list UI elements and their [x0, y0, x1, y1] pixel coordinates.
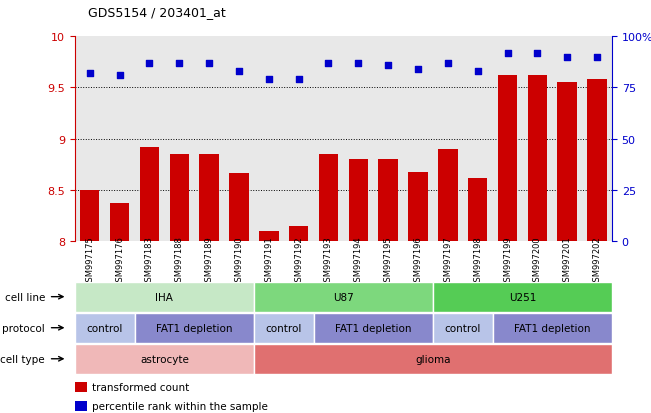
Bar: [408, 172, 428, 242]
Text: GSM997191: GSM997191: [264, 236, 273, 287]
Text: GSM997188: GSM997188: [175, 236, 184, 287]
Point: [294, 77, 304, 83]
Bar: [289, 226, 309, 242]
Point: [204, 60, 214, 67]
Text: glioma: glioma: [415, 354, 450, 364]
Bar: [498, 76, 517, 242]
Bar: [254, 313, 314, 343]
Text: GSM997199: GSM997199: [503, 236, 512, 287]
Text: GSM997189: GSM997189: [204, 236, 214, 287]
Point: [234, 69, 244, 75]
Text: GSM997195: GSM997195: [383, 236, 393, 287]
Bar: [468, 178, 488, 242]
Text: cell line: cell line: [5, 292, 45, 302]
Text: GSM997190: GSM997190: [234, 236, 243, 287]
Text: IHA: IHA: [156, 292, 173, 302]
Bar: [557, 83, 577, 242]
Point: [503, 50, 513, 57]
Bar: [135, 313, 254, 343]
Bar: [528, 76, 547, 242]
Text: GSM997193: GSM997193: [324, 236, 333, 287]
Text: percentile rank within the sample: percentile rank within the sample: [92, 401, 268, 411]
Text: FAT1 depletion: FAT1 depletion: [514, 323, 590, 333]
Text: GDS5154 / 203401_at: GDS5154 / 203401_at: [88, 6, 226, 19]
Text: GSM997201: GSM997201: [562, 236, 572, 287]
Bar: [110, 204, 130, 242]
Point: [532, 50, 542, 57]
Bar: [433, 313, 493, 343]
Bar: [229, 173, 249, 242]
Bar: [80, 190, 100, 242]
Bar: [75, 282, 254, 312]
Text: GSM997176: GSM997176: [115, 236, 124, 287]
Bar: [254, 344, 612, 374]
Point: [413, 66, 423, 73]
Bar: [433, 282, 612, 312]
Text: control: control: [87, 323, 123, 333]
Point: [145, 60, 155, 67]
Text: FAT1 depletion: FAT1 depletion: [335, 323, 411, 333]
Text: control: control: [445, 323, 481, 333]
Point: [264, 77, 274, 83]
Bar: [140, 147, 159, 242]
Text: transformed count: transformed count: [92, 382, 189, 392]
Point: [174, 60, 184, 67]
Bar: [587, 80, 607, 242]
Bar: [75, 401, 87, 411]
Text: GSM997198: GSM997198: [473, 236, 482, 287]
Bar: [319, 155, 338, 242]
Bar: [314, 313, 433, 343]
Text: FAT1 depletion: FAT1 depletion: [156, 323, 232, 333]
Text: astrocyte: astrocyte: [140, 354, 189, 364]
Bar: [438, 150, 458, 242]
Text: GSM997196: GSM997196: [413, 236, 422, 287]
Text: GSM997175: GSM997175: [85, 236, 94, 287]
Point: [592, 54, 602, 61]
Point: [473, 69, 483, 75]
Text: GSM997202: GSM997202: [592, 236, 602, 287]
Text: protocol: protocol: [2, 323, 45, 333]
Bar: [378, 160, 398, 242]
Bar: [254, 282, 433, 312]
Bar: [75, 313, 135, 343]
Point: [443, 60, 453, 67]
Point: [383, 62, 393, 69]
Text: GSM997197: GSM997197: [443, 236, 452, 287]
Point: [324, 60, 334, 67]
Text: cell type: cell type: [0, 354, 45, 364]
Point: [353, 60, 363, 67]
Text: U251: U251: [508, 292, 536, 302]
Bar: [259, 231, 279, 242]
Bar: [493, 313, 612, 343]
Text: GSM997183: GSM997183: [145, 236, 154, 287]
Bar: [170, 155, 189, 242]
Text: GSM997192: GSM997192: [294, 236, 303, 287]
Point: [115, 73, 125, 79]
Text: control: control: [266, 323, 302, 333]
Bar: [75, 344, 254, 374]
Bar: [199, 155, 219, 242]
Text: U87: U87: [333, 292, 353, 302]
Text: GSM997194: GSM997194: [354, 236, 363, 287]
Text: GSM997200: GSM997200: [533, 236, 542, 287]
Bar: [75, 382, 87, 392]
Point: [562, 54, 572, 61]
Bar: [349, 160, 368, 242]
Point: [85, 71, 95, 77]
